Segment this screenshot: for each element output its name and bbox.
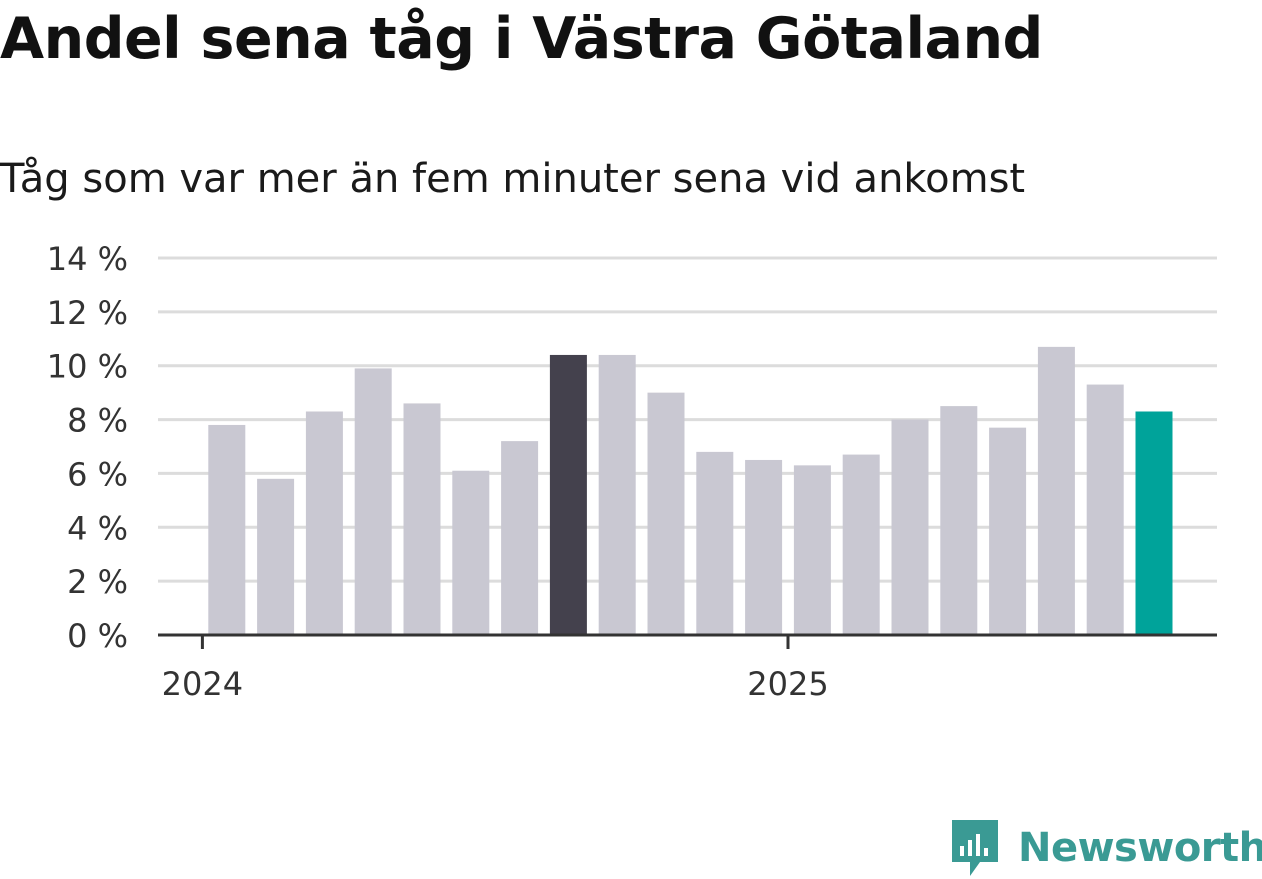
bar (257, 478, 295, 635)
newsworthy-logo-text: Newsworthy (1018, 825, 1262, 871)
bar (989, 427, 1027, 635)
bars (208, 346, 1173, 635)
bar (403, 403, 441, 635)
x-tick-label: 2024 (162, 665, 243, 703)
y-tick-label: 10 % (47, 348, 128, 386)
y-tick-label: 14 % (47, 240, 128, 278)
bar (305, 411, 343, 635)
newsworthy-logo: Newsworthy (950, 818, 1262, 878)
bar (793, 465, 831, 635)
axes (158, 633, 1217, 649)
bar (1086, 384, 1124, 635)
y-tick-label: 8 % (67, 402, 128, 440)
bar (354, 368, 392, 635)
chart-title: Andel sena tåg i Västra Götaland (0, 6, 1043, 72)
y-tick-label: 2 % (67, 563, 128, 601)
bar (1037, 346, 1075, 635)
bar (842, 454, 880, 635)
bar (696, 451, 734, 635)
bar (940, 406, 978, 635)
x-tick-label: 2025 (747, 665, 828, 703)
tick-labels: 0 % 2 % 4 % 6 % 8 % 10 % 12 % 14 % 2024 2025 (47, 240, 829, 703)
bar (549, 354, 587, 635)
y-tick-label: 4 % (67, 509, 128, 547)
bar (208, 424, 246, 635)
y-tick-label: 12 % (47, 294, 128, 332)
bar (1135, 411, 1173, 635)
bar (452, 470, 490, 635)
newsworthy-logo-icon (952, 820, 998, 876)
bar (745, 459, 783, 635)
bar (501, 441, 539, 635)
y-tick-label: 0 % (67, 617, 128, 655)
bar (598, 354, 636, 635)
bar (891, 419, 929, 635)
chart-subtitle: Tåg som var mer än fem minuter sena vid … (0, 156, 1026, 202)
y-tick-label: 6 % (67, 455, 128, 493)
bar (647, 392, 685, 635)
